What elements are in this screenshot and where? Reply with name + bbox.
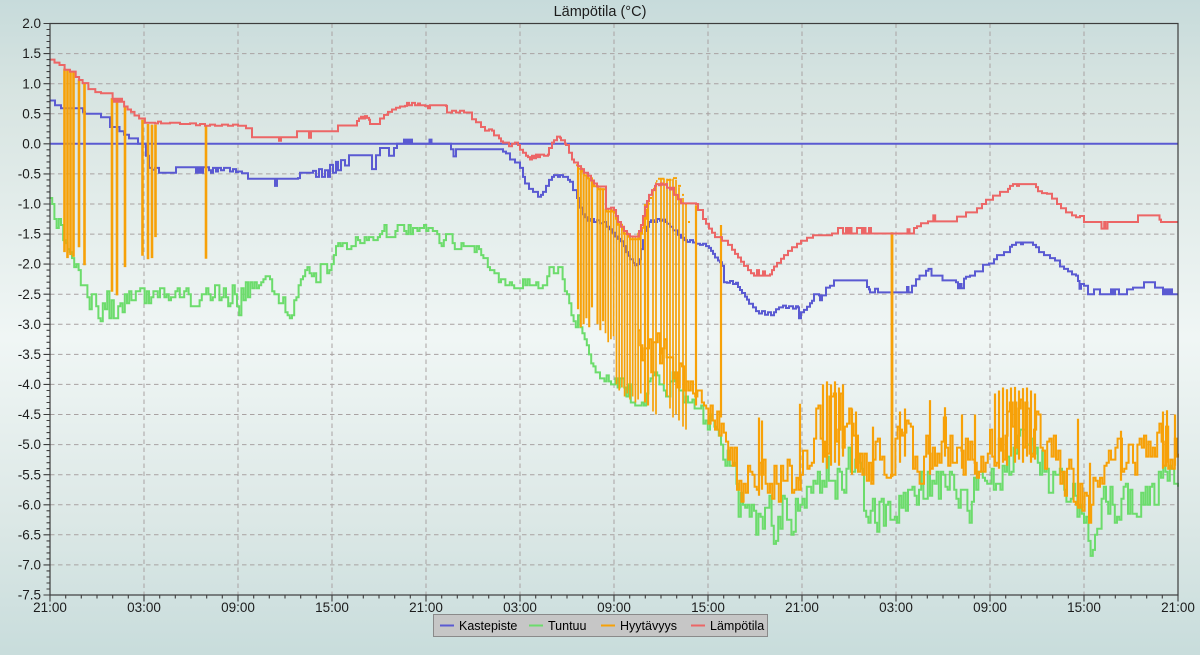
svg-text:-3.5: -3.5 [18, 347, 41, 362]
svg-text:15:00: 15:00 [1067, 600, 1101, 615]
svg-text:15:00: 15:00 [691, 600, 725, 615]
svg-text:-4.5: -4.5 [18, 407, 41, 422]
svg-text:-2.5: -2.5 [18, 287, 41, 302]
svg-text:-1.0: -1.0 [18, 197, 41, 212]
svg-text:09:00: 09:00 [973, 600, 1007, 615]
svg-text:09:00: 09:00 [221, 600, 255, 615]
svg-text:0.5: 0.5 [22, 106, 41, 121]
svg-text:-1.5: -1.5 [18, 227, 41, 242]
svg-text:-7.5: -7.5 [18, 588, 41, 603]
svg-text:-6.0: -6.0 [18, 497, 41, 512]
svg-text:21:00: 21:00 [785, 600, 819, 615]
svg-text:Lämpötila (°C): Lämpötila (°C) [554, 4, 647, 20]
svg-text:-7.0: -7.0 [18, 558, 41, 573]
svg-text:-5.5: -5.5 [18, 467, 41, 482]
svg-text:Lämpötila: Lämpötila [710, 619, 764, 633]
svg-text:Hyytävyys: Hyytävyys [620, 619, 677, 633]
svg-text:03:00: 03:00 [879, 600, 913, 615]
svg-text:09:00: 09:00 [597, 600, 631, 615]
svg-text:03:00: 03:00 [503, 600, 537, 615]
svg-text:2.0: 2.0 [22, 16, 41, 31]
svg-text:21:00: 21:00 [1161, 600, 1195, 615]
svg-text:1.0: 1.0 [22, 76, 41, 91]
svg-text:Tuntuu: Tuntuu [548, 619, 587, 633]
svg-text:0.0: 0.0 [22, 136, 41, 151]
svg-text:21:00: 21:00 [33, 600, 67, 615]
svg-text:21:00: 21:00 [409, 600, 443, 615]
svg-text:15:00: 15:00 [315, 600, 349, 615]
svg-text:Kastepiste: Kastepiste [459, 619, 517, 633]
svg-text:-0.5: -0.5 [18, 167, 41, 182]
svg-text:-4.0: -4.0 [18, 377, 41, 392]
svg-text:-5.0: -5.0 [18, 437, 41, 452]
svg-text:03:00: 03:00 [127, 600, 161, 615]
svg-text:-2.0: -2.0 [18, 257, 41, 272]
svg-text:-3.0: -3.0 [18, 317, 41, 332]
svg-text:1.5: 1.5 [22, 46, 41, 61]
svg-text:-6.5: -6.5 [18, 527, 41, 542]
